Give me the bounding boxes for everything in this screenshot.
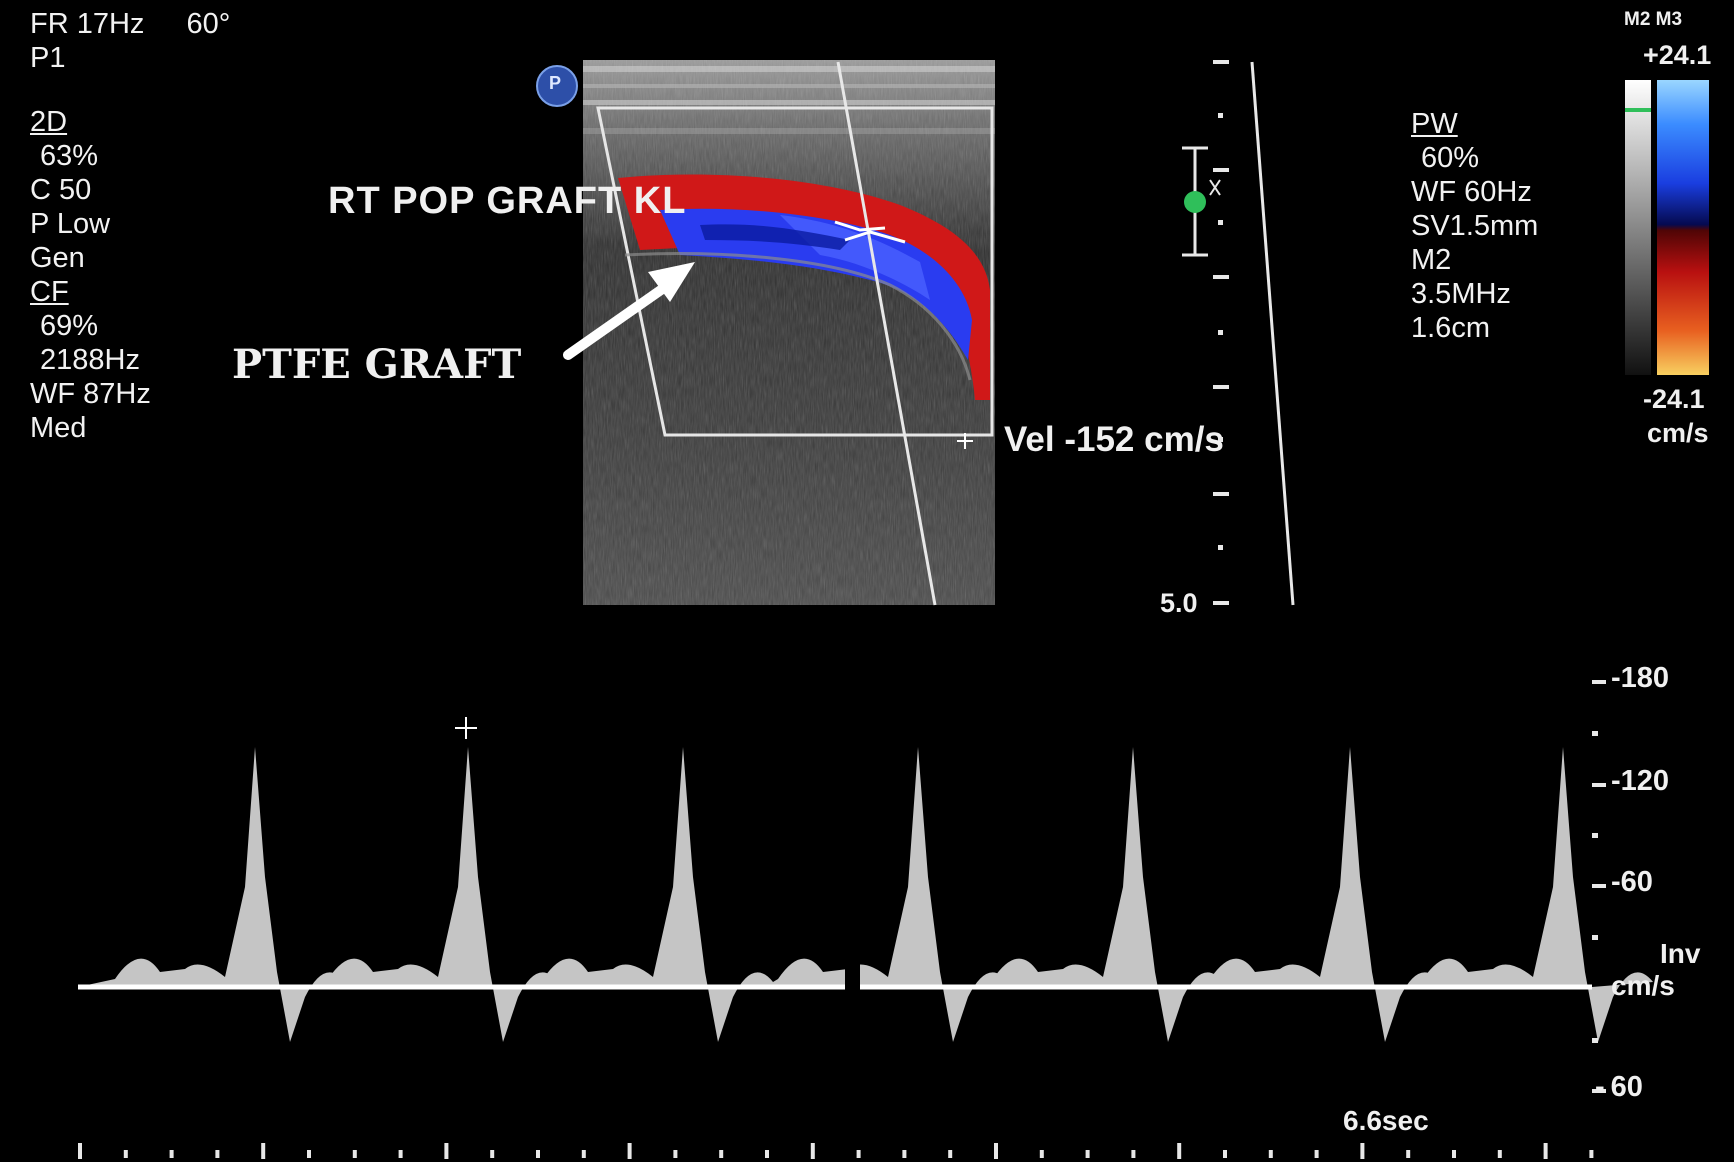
sample-volume-pw: SV1.5mm bbox=[1411, 210, 1539, 242]
time-tick bbox=[536, 1150, 540, 1158]
time-tick bbox=[765, 1150, 769, 1158]
time-tick bbox=[1314, 1150, 1319, 1158]
time-tick bbox=[398, 1150, 403, 1158]
graft-pointer-arrow bbox=[563, 262, 695, 360]
mode-pw-title: PW bbox=[1411, 108, 1458, 140]
probe-marker-letter: P bbox=[549, 73, 562, 93]
color-bar-modes: M2 M3 bbox=[1624, 9, 1683, 30]
vessel-annotation: RT POP GRAFT KL bbox=[328, 180, 687, 222]
time-tick bbox=[1589, 1150, 1594, 1158]
color-velocity-bar bbox=[1625, 80, 1709, 375]
spectral-scale-label: -120 bbox=[1611, 765, 1670, 797]
time-tick bbox=[1452, 1150, 1456, 1158]
prf-cf: 2188Hz bbox=[40, 344, 140, 376]
time-tick bbox=[581, 1150, 586, 1158]
pw-parameter-panel: PW 60% WF 60Hz SV1.5mm M2 3.5MHz 1.6cm bbox=[1411, 108, 1538, 346]
time-tick bbox=[627, 1143, 632, 1159]
time-tick bbox=[1085, 1150, 1090, 1158]
time-tick bbox=[1268, 1150, 1273, 1158]
sweep-gap bbox=[845, 960, 860, 995]
time-tick bbox=[169, 1150, 174, 1158]
time-tick bbox=[1177, 1143, 1182, 1159]
bmode-image bbox=[583, 60, 995, 605]
depth-scale bbox=[1213, 60, 1229, 605]
time-tick bbox=[261, 1143, 266, 1159]
spectral-unit: cm/s bbox=[1611, 970, 1675, 1001]
mode-2d-title: 2D bbox=[30, 106, 68, 138]
probe-orientation-marker bbox=[536, 65, 578, 107]
time-tick bbox=[123, 1150, 128, 1158]
time-tick bbox=[78, 1143, 82, 1159]
color-bar-min: -24.1 bbox=[1643, 384, 1705, 414]
time-tick bbox=[994, 1143, 998, 1159]
color-bar-unit: cm/s bbox=[1647, 418, 1709, 448]
spectral-waveform bbox=[78, 747, 1653, 1042]
time-tick bbox=[673, 1150, 678, 1158]
depth-label: 5.0 bbox=[1160, 588, 1198, 618]
spectral-scale-label: -60 bbox=[1611, 866, 1653, 898]
time-tick bbox=[444, 1143, 449, 1159]
time-tick bbox=[490, 1150, 495, 1158]
gain-pw: 60% bbox=[1421, 142, 1480, 174]
color-box[interactable] bbox=[596, 106, 994, 437]
mode-pw: M2 bbox=[1411, 244, 1452, 276]
peak-velocity-caliper-icon[interactable] bbox=[455, 717, 477, 739]
color-bar-max: +24.1 bbox=[1643, 40, 1712, 70]
time-tick bbox=[307, 1150, 311, 1158]
time-tick bbox=[1543, 1143, 1548, 1159]
graft-annotation: PTFE GRAFT bbox=[232, 341, 522, 388]
sweep-time: 6.6sec bbox=[1343, 1105, 1429, 1136]
time-tick bbox=[1406, 1150, 1411, 1158]
time-tick bbox=[1039, 1150, 1044, 1158]
focus-zone-icon bbox=[1184, 191, 1206, 213]
compression-2d: C 50 bbox=[30, 174, 92, 206]
time-tick bbox=[902, 1150, 907, 1158]
depth-pw: 1.6cm bbox=[1411, 312, 1490, 344]
color-flow-region bbox=[618, 174, 990, 400]
steer-angle-line bbox=[1250, 61, 1295, 606]
frequency-pw: 3.5MHz bbox=[1411, 278, 1511, 310]
gain-2d: 63% bbox=[40, 140, 99, 172]
time-tick bbox=[1360, 1143, 1365, 1159]
power-2d: P Low bbox=[30, 208, 111, 240]
mode-cf-title: CF bbox=[30, 276, 69, 308]
wall-filter-pw: WF 60Hz bbox=[1411, 176, 1532, 208]
time-tick bbox=[1497, 1150, 1502, 1158]
sample-volume-gate[interactable] bbox=[834, 220, 906, 244]
time-tick bbox=[1131, 1150, 1136, 1158]
time-tick bbox=[948, 1150, 953, 1158]
wall-filter-cf: WF 87Hz bbox=[30, 378, 151, 410]
time-tick bbox=[352, 1150, 357, 1158]
velocity-readout: Vel -152 cm/s bbox=[1004, 420, 1224, 459]
frequency-mode-2d: Gen bbox=[30, 242, 85, 274]
time-tick bbox=[856, 1150, 861, 1158]
time-tick bbox=[215, 1150, 220, 1158]
invert-label: Inv bbox=[1660, 938, 1701, 969]
time-axis-ticks bbox=[78, 1143, 1594, 1159]
velocity-caliper-icon[interactable] bbox=[957, 433, 973, 449]
spectral-velocity-scale bbox=[1592, 680, 1606, 1093]
time-tick bbox=[810, 1143, 815, 1159]
sensitivity-cf: Med bbox=[30, 412, 87, 444]
doppler-cursor-line[interactable] bbox=[836, 61, 937, 606]
gain-cf: 69% bbox=[40, 310, 99, 342]
sector-angle: 60° bbox=[186, 8, 231, 40]
preset-label: P1 bbox=[30, 42, 66, 74]
time-tick bbox=[719, 1150, 724, 1158]
left-parameter-panel: FR 17Hz 60° P1 2D 63% C 50 P Low Gen CF … bbox=[30, 8, 230, 446]
spectral-scale-label: -60 bbox=[1595, 1071, 1643, 1103]
frame-rate: FR 17Hz bbox=[30, 8, 145, 40]
spectral-scale-label: -180 bbox=[1611, 662, 1670, 694]
time-tick bbox=[1223, 1150, 1227, 1158]
